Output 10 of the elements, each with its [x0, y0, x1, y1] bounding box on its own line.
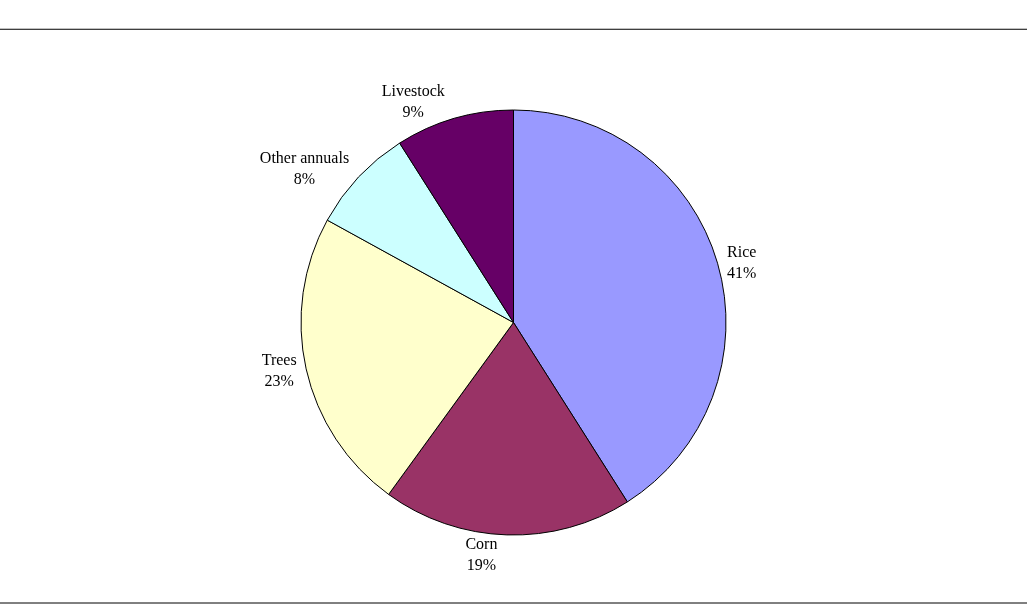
slice-label: Other annuals [259, 149, 350, 167]
slice-label: Livestock [381, 82, 445, 100]
data-label: 8% [293, 170, 316, 188]
data-label: 41% [727, 263, 757, 281]
slice-label: Rice [727, 242, 757, 260]
slice-label: Trees [261, 350, 297, 368]
slice-label: Corn [465, 534, 498, 552]
data-label: 19% [466, 555, 497, 573]
data-label: 23% [264, 371, 294, 389]
data-label: 9% [402, 102, 424, 120]
